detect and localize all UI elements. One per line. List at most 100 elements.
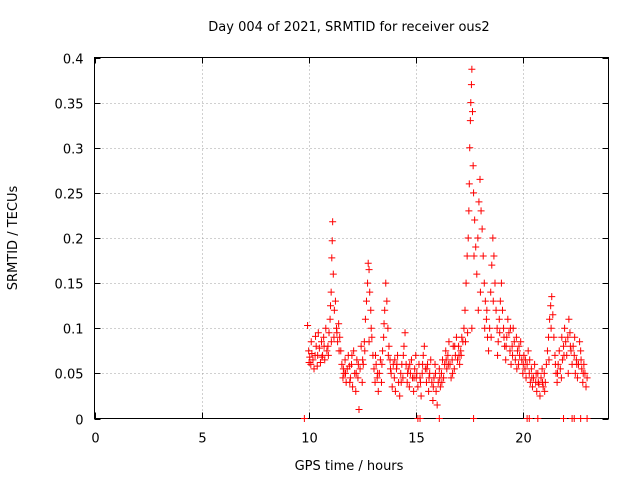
data-point <box>318 338 326 346</box>
data-point <box>472 243 480 251</box>
data-point <box>500 333 508 341</box>
data-point <box>494 338 502 346</box>
data-point <box>401 329 409 337</box>
data-point <box>313 362 321 370</box>
data-point <box>528 383 536 391</box>
data-point <box>378 360 386 368</box>
data-point <box>315 344 323 352</box>
data-point <box>553 378 561 386</box>
data-point <box>482 315 490 323</box>
data-point <box>535 380 543 388</box>
data-point <box>558 356 566 364</box>
data-point <box>577 356 585 364</box>
data-point <box>380 333 388 341</box>
data-point <box>391 356 399 364</box>
data-point <box>467 99 475 107</box>
x-axis-label: GPS time / hours <box>295 459 404 474</box>
data-point <box>323 347 331 355</box>
data-point <box>352 369 360 377</box>
data-point <box>582 383 590 391</box>
data-point <box>456 360 464 368</box>
data-point <box>496 329 504 337</box>
data-point <box>464 329 472 337</box>
data-point <box>557 374 565 382</box>
data-point <box>540 369 548 377</box>
y-tick-label: 0.3 <box>63 143 84 158</box>
data-point <box>519 369 527 377</box>
y-tick-label: 0.1 <box>63 323 84 338</box>
data-point <box>531 360 539 368</box>
data-point <box>470 415 478 422</box>
data-point <box>314 329 322 337</box>
data-point <box>534 415 542 422</box>
data-point <box>538 365 546 373</box>
data-point <box>548 293 556 301</box>
data-point <box>495 315 503 323</box>
data-point <box>579 369 587 377</box>
data-point <box>458 333 466 341</box>
data-point <box>560 342 568 350</box>
axis-ticks: 0 0.05 0.1 0.15 0.2 0.25 0.3 0.35 0.4 0 5 10 15 20 <box>55 53 609 447</box>
data-point <box>429 396 437 404</box>
data-point <box>328 254 336 262</box>
data-point <box>489 297 497 305</box>
data-point <box>330 333 338 341</box>
data-point <box>450 365 458 373</box>
data-point <box>570 415 578 422</box>
data-point <box>400 342 408 350</box>
data-point <box>341 356 349 364</box>
data-point <box>583 374 591 382</box>
data-point <box>312 332 320 340</box>
data-point <box>550 333 558 341</box>
data-point <box>537 374 545 382</box>
data-point <box>320 342 328 350</box>
data-point <box>485 347 493 355</box>
data-point <box>358 378 366 386</box>
data-point <box>371 378 379 386</box>
data-point <box>352 387 360 395</box>
data-point <box>573 360 581 368</box>
data-point <box>567 347 575 355</box>
data-point <box>320 333 328 341</box>
data-point <box>521 365 529 373</box>
data-point <box>487 288 495 296</box>
data-point <box>305 359 313 367</box>
data-point <box>407 356 415 364</box>
data-point <box>384 324 392 332</box>
data-point <box>498 306 506 314</box>
data-point <box>469 108 477 116</box>
data-point <box>571 333 579 341</box>
data-point <box>308 350 316 358</box>
data-point <box>481 297 489 305</box>
data-point <box>461 338 469 346</box>
data-point <box>327 338 335 346</box>
data-point <box>381 306 389 314</box>
data-point <box>404 369 412 377</box>
data-point <box>364 259 372 267</box>
data-point <box>419 351 427 359</box>
data-point <box>388 383 396 391</box>
data-point <box>573 374 581 382</box>
data-point <box>367 306 375 314</box>
data-point <box>374 387 382 395</box>
data-point <box>364 279 372 287</box>
data-point <box>307 360 315 368</box>
data-point <box>399 374 407 382</box>
data-point <box>481 324 489 332</box>
y-tick-label: 0.35 <box>55 98 84 113</box>
data-point <box>316 359 324 367</box>
data-point <box>489 234 497 242</box>
data-point <box>425 374 433 382</box>
data-point <box>471 216 479 224</box>
grid-lines <box>94 57 609 419</box>
data-point <box>444 351 452 359</box>
data-point <box>416 415 424 422</box>
data-point <box>329 218 337 226</box>
data-point <box>384 351 392 359</box>
y-tick-label: 0.2 <box>63 233 84 248</box>
data-point <box>374 369 382 377</box>
data-point <box>350 347 358 355</box>
data-point <box>513 365 521 373</box>
data-point <box>549 311 557 319</box>
data-point <box>528 374 536 382</box>
